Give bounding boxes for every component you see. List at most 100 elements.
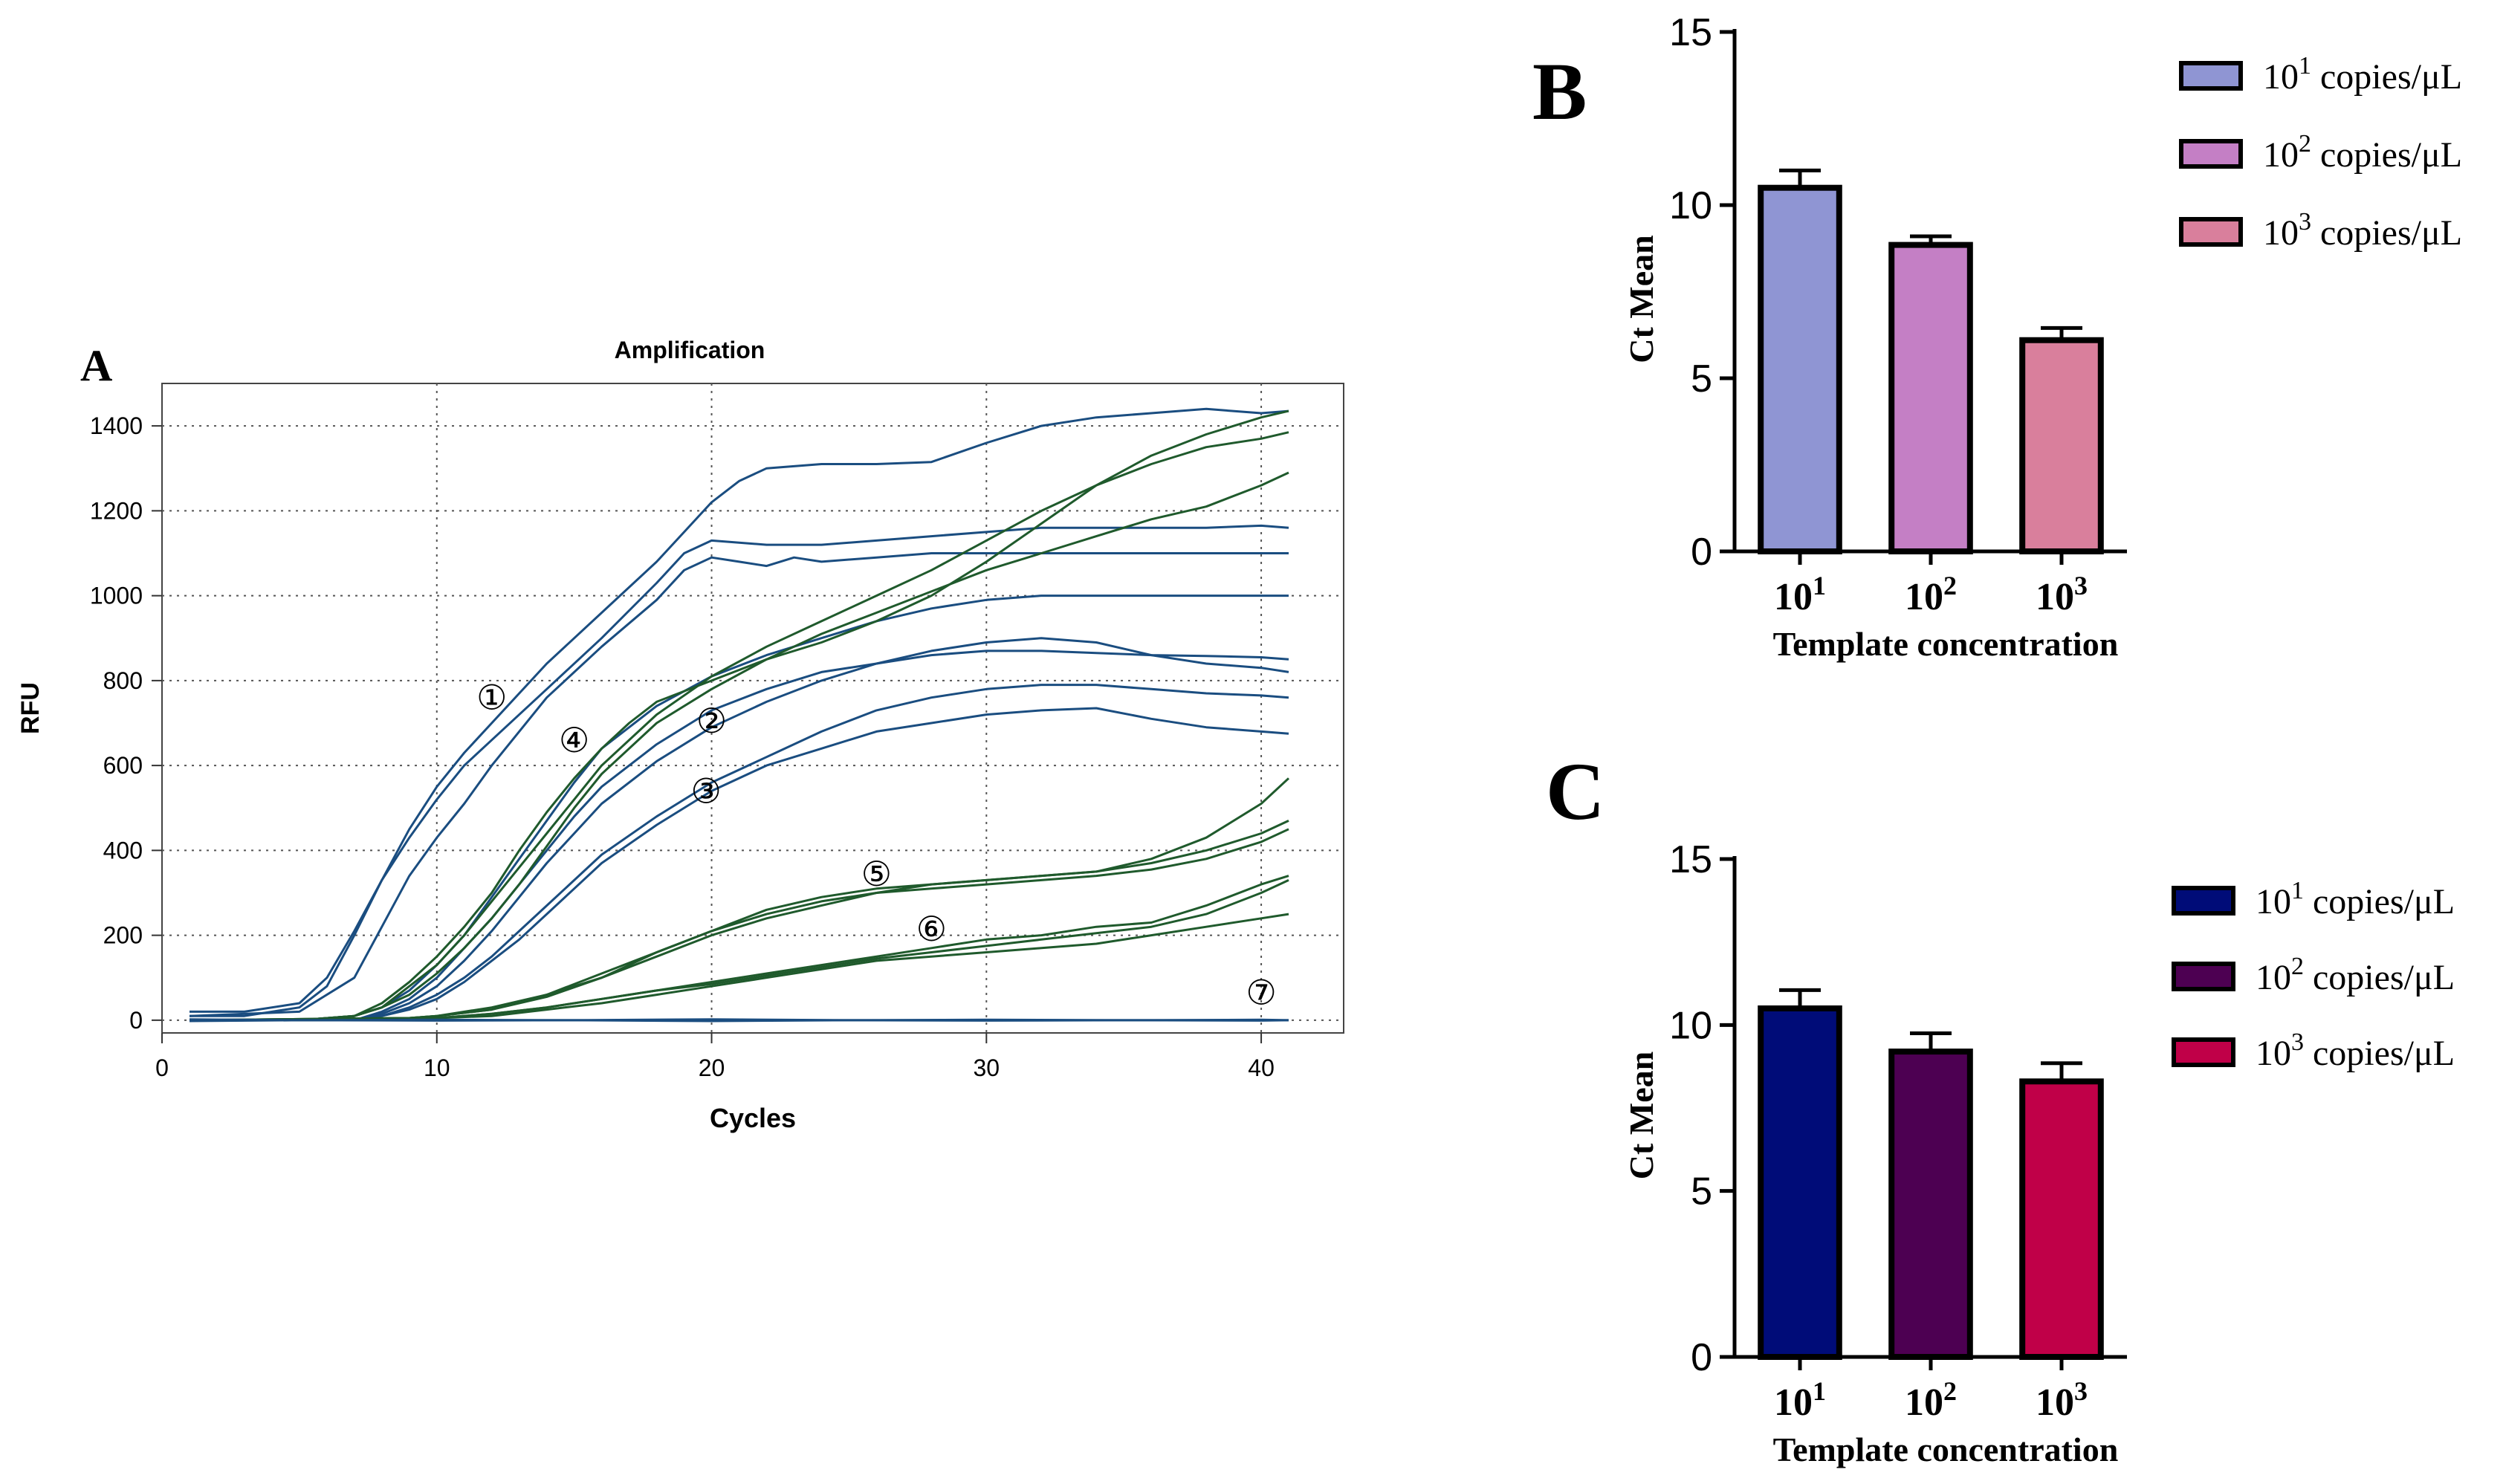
y-tick-label: 15 xyxy=(1669,838,1712,881)
curve-label: ⑤ xyxy=(861,855,892,893)
legend-swatch-2 xyxy=(2179,139,2243,169)
curve-series-1c xyxy=(189,552,1289,1017)
y-tick-label: 1000 xyxy=(90,583,143,609)
legend-unit: copies/μL xyxy=(2304,958,2455,997)
tick-base: 10 xyxy=(1905,1381,1943,1424)
y-tick-label: 10 xyxy=(1669,1004,1712,1047)
amplification-curves xyxy=(189,407,1290,1023)
curve-label: ⑥ xyxy=(916,910,947,948)
curve-series-7b xyxy=(189,1019,1289,1023)
x-tick-label: 20 xyxy=(699,1054,725,1081)
legend-label-2: 102 copies/μL xyxy=(2263,130,2462,175)
y-tick-label: 5 xyxy=(1691,1170,1712,1214)
y-tick-label: 0 xyxy=(1691,531,1712,574)
bar-1 xyxy=(1758,1005,1842,1360)
curve-label: ⑦ xyxy=(1246,973,1276,1012)
legend-exponent: 3 xyxy=(2291,1028,2304,1056)
tick-exponent: 1 xyxy=(1813,1376,1826,1406)
tick-exponent: 3 xyxy=(2074,571,2088,600)
chart-title: Amplification xyxy=(615,337,765,363)
tick-exponent: 3 xyxy=(2074,1376,2088,1406)
legend-base: 10 xyxy=(2263,213,2299,253)
bar-3 xyxy=(2019,337,2104,554)
y-tick-label: 200 xyxy=(103,922,143,949)
legend-base: 10 xyxy=(2263,57,2299,97)
y-axis-label: Ct Mean xyxy=(1622,1052,1660,1179)
x-axis-label: Template concentration xyxy=(1773,625,2119,663)
legend-swatch-3 xyxy=(2179,217,2243,247)
y-axis-label: Ct Mean xyxy=(1622,235,1660,363)
curve-label: ④ xyxy=(559,721,589,759)
x-tick-label: 101 xyxy=(1774,1376,1826,1424)
curve-series-1b xyxy=(190,524,1289,1013)
bar-2 xyxy=(1888,1049,1973,1360)
y-tick-label: 600 xyxy=(103,752,143,779)
bar-2 xyxy=(1888,242,1973,554)
curve-series-2c xyxy=(190,637,1289,1022)
curve-label: ② xyxy=(696,702,727,740)
legend-swatch-1 xyxy=(2172,886,2235,916)
tick-base: 10 xyxy=(1774,1381,1813,1424)
tick-base: 10 xyxy=(1774,576,1813,618)
y-tick-label: 10 xyxy=(1669,184,1712,227)
legend-exponent: 2 xyxy=(2291,953,2304,980)
legend-label-1: 101 copies/μL xyxy=(2256,877,2455,921)
legend-unit: copies/μL xyxy=(2311,135,2462,175)
legend-label-1: 101 copies/μL xyxy=(2263,52,2462,97)
legend-label-2: 102 copies/μL xyxy=(2256,953,2455,997)
y-tick-label: 800 xyxy=(103,667,143,694)
legend-base: 10 xyxy=(2256,1034,2291,1073)
curve-series-4b xyxy=(190,431,1289,1022)
x-tick-label: 102 xyxy=(1905,1376,1957,1424)
legend-exponent: 2 xyxy=(2299,130,2311,158)
legend-unit: copies/μL xyxy=(2304,882,2455,921)
curve-label: ① xyxy=(476,678,507,717)
panel-a-amplification-plot: A Amplification 0 10 20 30 40020040060080010… xyxy=(16,337,1344,1133)
curve-series-2a xyxy=(190,594,1289,1022)
curve-series-5a xyxy=(189,777,1290,1022)
x-tick-label: 0 xyxy=(155,1054,169,1081)
curve-series-5c xyxy=(189,828,1289,1022)
legend-exponent: 1 xyxy=(2299,52,2311,80)
y-tick-label: 15 xyxy=(1669,11,1712,54)
panel-a-letter: A xyxy=(80,341,112,390)
curve-series-2b xyxy=(190,649,1289,1022)
legend-unit: copies/μL xyxy=(2311,213,2462,253)
x-tick-label: 30 xyxy=(974,1054,1000,1081)
tick-exponent: 1 xyxy=(1813,571,1826,600)
curve-annotations: ① ④ ② ③ ⑤⑥ ⑦ xyxy=(476,678,1277,1012)
x-tick-label: 103 xyxy=(2036,571,2088,618)
y-tick-label: 0 xyxy=(1691,1336,1712,1379)
panel-b-letter: B xyxy=(1532,46,1587,137)
legend-base: 10 xyxy=(2256,882,2291,921)
legend-exponent: 3 xyxy=(2299,208,2311,236)
x-tick-label: 102 xyxy=(1905,571,1957,618)
y-tick-label: 1200 xyxy=(90,497,143,524)
tick-base: 10 xyxy=(2036,576,2074,618)
curve-series-6b xyxy=(190,879,1289,1022)
curve-series-3a xyxy=(190,684,1289,1022)
legend-label-3: 103 copies/μL xyxy=(2256,1028,2455,1073)
tick-base: 10 xyxy=(2036,1381,2074,1424)
x-axis-label: Cycles xyxy=(710,1103,796,1133)
x-tick-label: 40 xyxy=(1248,1054,1275,1081)
legend-unit: copies/μL xyxy=(2311,57,2462,97)
x-tick-label: 103 xyxy=(2036,1376,2088,1424)
legend-swatch-1 xyxy=(2179,61,2243,91)
y-tick-label: 5 xyxy=(1691,357,1712,401)
curve-series-6c xyxy=(190,913,1289,1022)
panel-c-letter: C xyxy=(1546,746,1605,837)
tick-exponent: 2 xyxy=(1943,571,1957,600)
curve-series-3b xyxy=(190,707,1289,1022)
x-tick-label: 101 xyxy=(1774,571,1826,618)
legend-swatch-2 xyxy=(2172,962,2235,991)
legend-base: 10 xyxy=(2263,135,2299,175)
x-tick-label: 10 xyxy=(424,1054,450,1081)
legend-unit: copies/μL xyxy=(2304,1034,2455,1073)
